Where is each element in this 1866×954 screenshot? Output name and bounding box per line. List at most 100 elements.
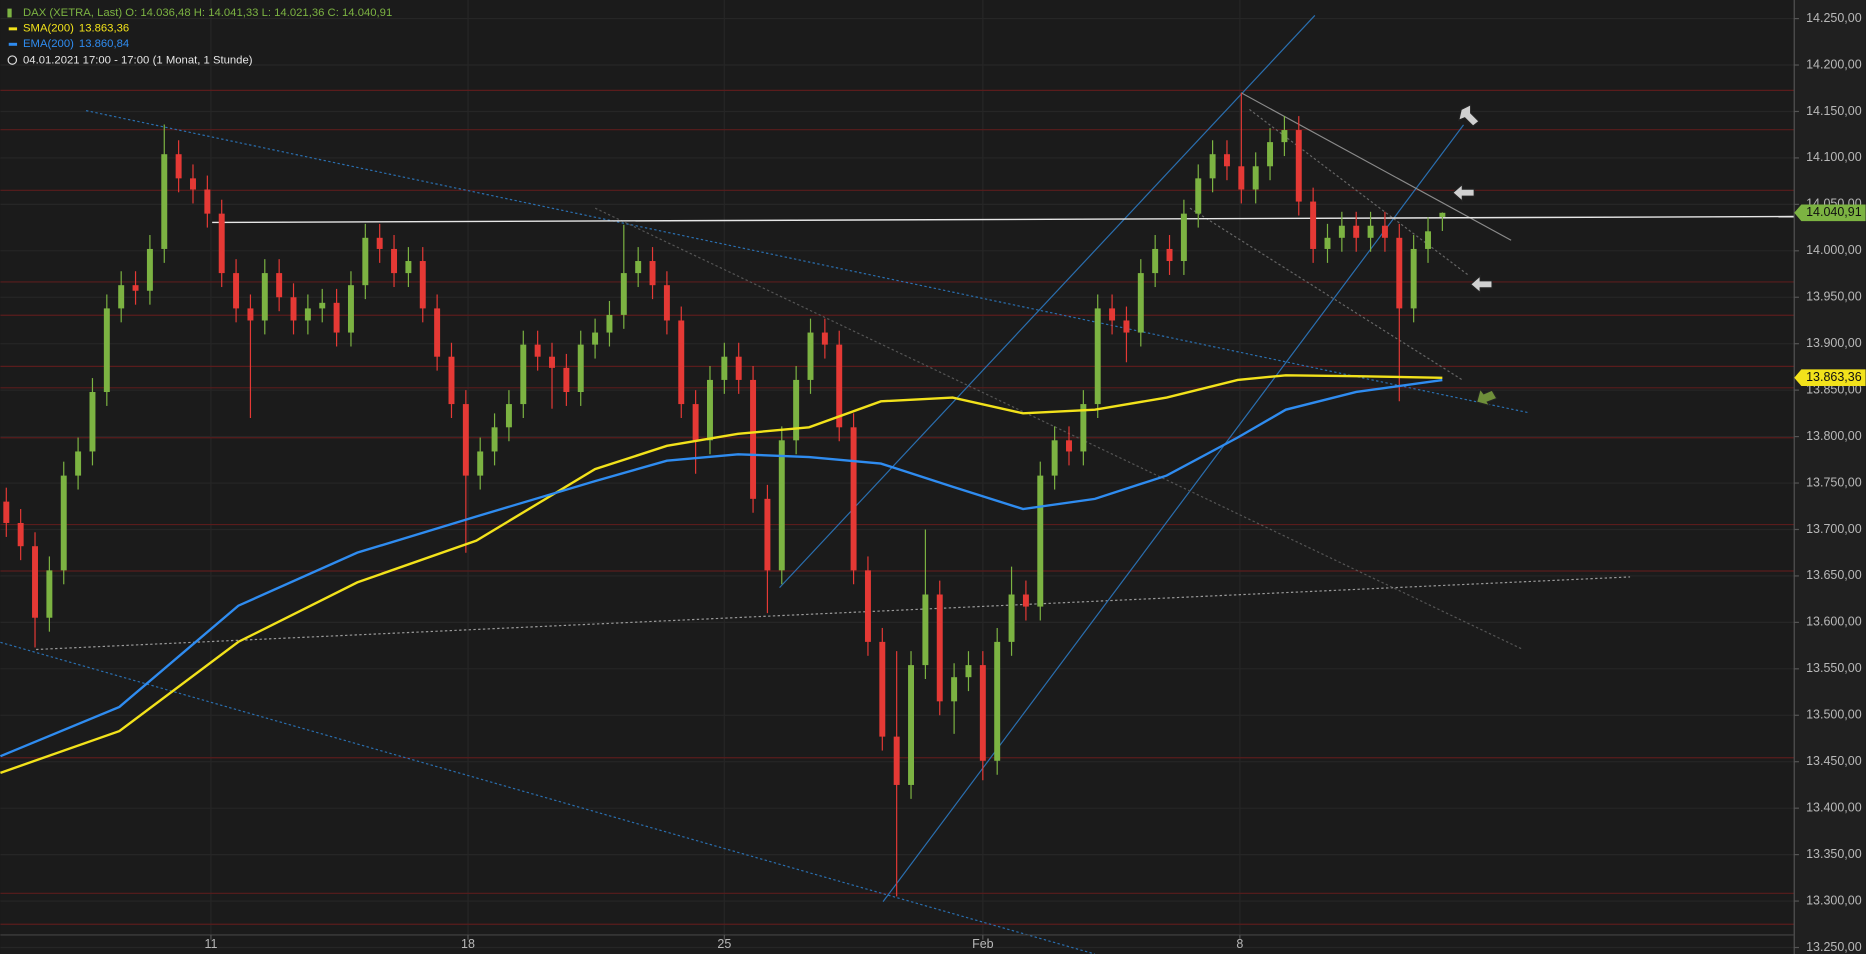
candle-body xyxy=(75,451,82,476)
candle-body xyxy=(764,498,771,571)
marks xyxy=(0,92,1446,897)
instrument: DAX (XETRA, Last) xyxy=(23,7,122,19)
candle-body xyxy=(1166,248,1173,262)
candle-body xyxy=(807,332,814,380)
legend-series-name: SMA(200) xyxy=(23,23,74,35)
trend-line xyxy=(1249,108,1470,277)
candle-body xyxy=(750,379,757,499)
legend-ohlc: O: 14.036,48 H: 14.041,33 L: 14.021,36 C… xyxy=(125,7,392,19)
y-tick-label: 13.300,00 xyxy=(1806,893,1862,907)
candle-body xyxy=(649,261,656,286)
candle-body xyxy=(563,367,570,393)
moving-average-line xyxy=(0,374,1443,774)
x-tick-label: 25 xyxy=(717,937,731,951)
candle-body xyxy=(60,475,67,571)
candle-body xyxy=(893,736,900,785)
candle-body xyxy=(1109,308,1116,321)
candle-body xyxy=(218,213,225,274)
candle-body xyxy=(692,404,699,441)
candle-body xyxy=(175,154,182,179)
candle-body xyxy=(1080,404,1087,452)
candle-body xyxy=(979,665,986,761)
y-tick-label: 14.100,00 xyxy=(1806,150,1862,164)
y-tick-label: 14.250,00 xyxy=(1806,11,1862,25)
candle-body xyxy=(347,285,354,333)
legend-series-value: 13.863,36 xyxy=(79,23,129,35)
candle-body xyxy=(707,379,713,441)
trend-line xyxy=(85,110,1530,414)
candle-body xyxy=(233,273,240,309)
legend-icon: ▮ xyxy=(6,7,12,19)
candle-body xyxy=(1209,154,1216,179)
y-tick-label: 13.250,00 xyxy=(1806,940,1862,954)
candle-body xyxy=(1295,130,1302,202)
y-tick-label: 13.750,00 xyxy=(1806,475,1862,489)
candle-body xyxy=(836,344,843,428)
y-tick-label: 13.700,00 xyxy=(1806,522,1862,536)
candle-body xyxy=(1410,248,1417,309)
x-tick-label: 11 xyxy=(204,937,217,951)
y-tick-label: 13.550,00 xyxy=(1806,661,1862,675)
x-tick-label: 8 xyxy=(1236,937,1243,951)
candle-body xyxy=(376,237,383,249)
candle-body xyxy=(951,677,958,702)
candle-body xyxy=(32,546,38,618)
trend-line xyxy=(1189,207,1464,382)
candle-body xyxy=(290,297,297,321)
candle-body xyxy=(534,344,541,357)
y-tick-label: 13.900,00 xyxy=(1806,336,1862,350)
candle-body xyxy=(936,594,943,702)
legend: ▮ DAX (XETRA, Last) O: 14.036,48 H: 14.0… xyxy=(6,7,392,67)
candle-body xyxy=(319,302,326,309)
arrow xyxy=(1451,183,1475,203)
candle-body xyxy=(1381,225,1388,238)
candle-body xyxy=(1152,248,1159,274)
arrow xyxy=(1469,274,1493,294)
y-tick-label: 13.800,00 xyxy=(1806,429,1862,443)
candle-body xyxy=(1195,178,1202,214)
candle-body xyxy=(1022,594,1029,607)
arrow xyxy=(1475,387,1498,407)
candle-body xyxy=(864,570,871,642)
moving-average-line xyxy=(0,378,1443,758)
x-tick-label: 18 xyxy=(461,937,475,951)
y-tick-label: 13.500,00 xyxy=(1806,708,1862,722)
candle-body xyxy=(1353,225,1360,238)
candle-body xyxy=(505,404,512,428)
candle-body xyxy=(592,332,599,345)
candle-body xyxy=(46,570,53,618)
trend-line xyxy=(36,576,1631,651)
candle-body xyxy=(821,332,828,345)
period: 04.01.2021 17:00 - 17:00 xyxy=(23,55,149,67)
candle-body xyxy=(132,285,139,291)
y-tick-label: 14.000,00 xyxy=(1806,243,1862,257)
candle-body xyxy=(1180,213,1187,262)
legend-series-value: 13.860,84 xyxy=(79,38,129,50)
candle-body xyxy=(362,237,369,286)
candle-body xyxy=(161,154,168,249)
price-tag xyxy=(1794,204,1866,222)
candle-body xyxy=(146,248,153,291)
candle-body xyxy=(448,356,455,405)
candle-body xyxy=(793,379,800,441)
clock-icon xyxy=(7,55,18,65)
legend-swatch xyxy=(8,27,18,31)
candle-body xyxy=(1223,154,1230,167)
price-tag xyxy=(1794,369,1866,387)
y-tick-label: 13.650,00 xyxy=(1806,568,1862,582)
candle-body xyxy=(735,356,742,380)
trend-line xyxy=(779,15,1316,589)
y-tick-label: 14.150,00 xyxy=(1806,104,1862,118)
candle-body xyxy=(247,308,254,321)
candle-body xyxy=(1137,273,1144,333)
candle-body xyxy=(620,273,627,315)
candle-body xyxy=(462,404,469,476)
candle-body xyxy=(721,356,728,380)
candle-body xyxy=(520,344,527,405)
candle-body xyxy=(1396,237,1403,309)
grid xyxy=(0,0,1795,949)
candle-body xyxy=(678,320,685,405)
candle-body xyxy=(879,641,886,737)
